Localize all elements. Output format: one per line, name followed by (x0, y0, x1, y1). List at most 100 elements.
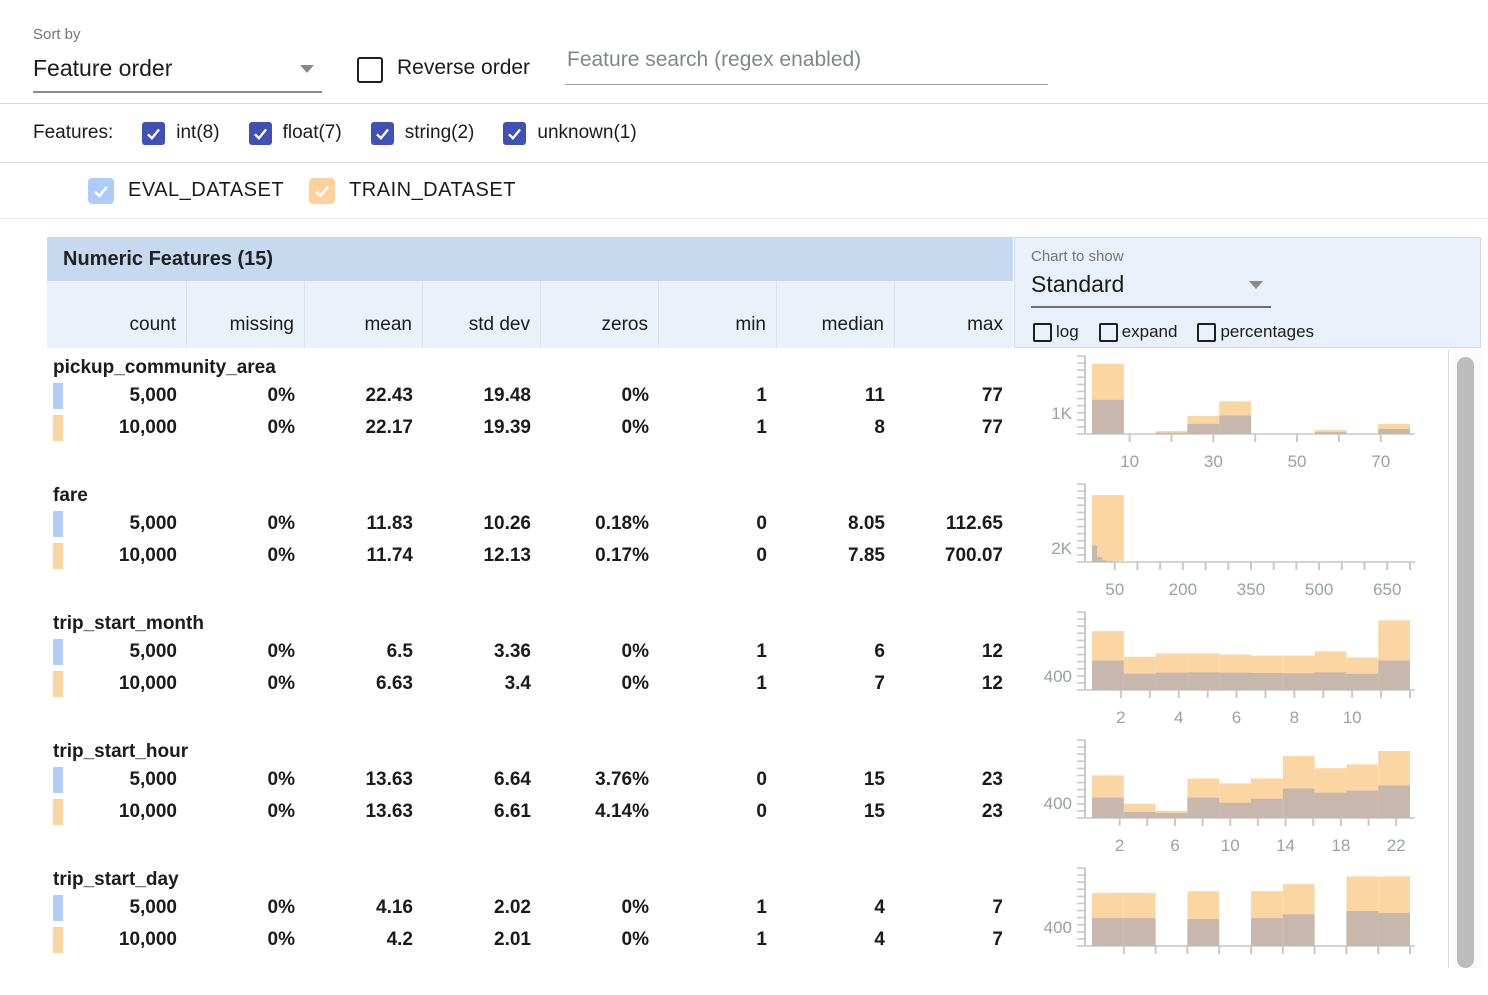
chart-option-expand[interactable]: expand (1095, 322, 1178, 342)
sort-by-dropdown[interactable]: Feature order (33, 55, 322, 93)
svg-text:400: 400 (1044, 794, 1072, 813)
histogram-trip_start_day[interactable]: 400 (1030, 866, 1440, 990)
chart-container[interactable]: 400 (1030, 866, 1440, 990)
stat-std-dev: 12.13 (423, 545, 541, 567)
type-filter-label: int(8) (176, 122, 219, 144)
stat-median: 11 (777, 385, 895, 407)
stat-std-dev: 2.01 (423, 929, 541, 951)
type-filter-checkbox[interactable] (371, 122, 394, 145)
stat-max: 700.07 (895, 545, 1013, 567)
stat-count: 10,000 (47, 801, 187, 823)
chart-option-label: percentages (1220, 322, 1314, 342)
chart-option-percentages[interactable]: percentages (1193, 322, 1314, 342)
dataset-toggle-train_dataset[interactable]: TRAIN_DATASET (309, 178, 516, 204)
column-header-median: median (777, 281, 895, 348)
column-header-missing: missing (187, 281, 305, 348)
stat-mean: 22.17 (305, 417, 423, 439)
dataset-swatch (53, 671, 63, 697)
feature-type-filter-bar: Features: int(8) float(7) string(2) unknown… (0, 104, 1488, 163)
feature-search-input[interactable] (565, 48, 1048, 85)
svg-text:22: 22 (1387, 836, 1406, 855)
stat-count: 10,000 (47, 545, 187, 567)
svg-text:10: 10 (1343, 708, 1362, 727)
chart-option-label: expand (1122, 322, 1178, 342)
column-header-std-dev: std dev (423, 281, 541, 348)
stat-median: 4 (777, 929, 895, 951)
stat-median: 15 (777, 801, 895, 823)
dataset-swatch (53, 383, 63, 409)
stat-std-dev: 3.36 (423, 641, 541, 663)
stat-missing: 0% (187, 673, 305, 695)
stat-median: 7 (777, 673, 895, 695)
stat-std-dev: 19.48 (423, 385, 541, 407)
dataset-swatch (53, 767, 63, 793)
stat-median: 15 (777, 769, 895, 791)
stat-zeros: 0.17% (541, 545, 659, 567)
stat-min: 1 (659, 641, 777, 663)
check-icon (144, 124, 163, 143)
features-label: Features: (33, 122, 113, 144)
reverse-order-checkbox[interactable] (357, 57, 383, 83)
dataset-legend-bar: EVAL_DATASET TRAIN_DATASET (0, 163, 1488, 219)
dataset-swatch (53, 927, 63, 953)
svg-text:10: 10 (1120, 452, 1139, 471)
chart-option-checkbox[interactable] (1099, 323, 1118, 342)
stat-max: 77 (895, 385, 1013, 407)
chart-controls-panel: Chart to show Standard log expand percenta… (1014, 237, 1481, 348)
chart-to-show-label: Chart to show (1031, 248, 1124, 265)
stat-missing: 0% (187, 897, 305, 919)
stat-mean: 11.74 (305, 545, 423, 567)
type-filter-unknown[interactable]: unknown(1) (503, 122, 636, 145)
type-filter-float[interactable]: float(7) (249, 122, 342, 145)
scrollbar-thumb[interactable] (1457, 357, 1474, 968)
type-filter-string[interactable]: string(2) (371, 122, 475, 145)
chart-option-checkbox[interactable] (1033, 323, 1052, 342)
chart-type-value: Standard (1031, 271, 1124, 298)
stat-min: 1 (659, 417, 777, 439)
chevron-down-icon (1249, 281, 1263, 289)
stat-zeros: 3.76% (541, 769, 659, 791)
sort-by-label: Sort by (33, 26, 81, 43)
dataset-checkbox[interactable] (309, 178, 335, 204)
stat-missing: 0% (187, 929, 305, 951)
stat-zeros: 0% (541, 385, 659, 407)
stat-mean: 11.83 (305, 513, 423, 535)
stat-median: 7.85 (777, 545, 895, 567)
column-header-mean: mean (305, 281, 423, 348)
stat-zeros: 0% (541, 897, 659, 919)
stat-median: 4 (777, 897, 895, 919)
stat-zeros: 0.18% (541, 513, 659, 535)
dataset-toggle-eval_dataset[interactable]: EVAL_DATASET (88, 178, 284, 204)
stat-min: 1 (659, 929, 777, 951)
svg-text:70: 70 (1371, 452, 1390, 471)
stat-count: 10,000 (47, 673, 187, 695)
chart-type-dropdown[interactable]: Standard (1031, 271, 1271, 308)
svg-text:50: 50 (1288, 452, 1307, 471)
dataset-swatch (53, 543, 63, 569)
chart-option-label: log (1056, 322, 1079, 342)
type-filter-int[interactable]: int(8) (142, 122, 219, 145)
type-filter-checkbox[interactable] (142, 122, 165, 145)
dataset-checkbox[interactable] (88, 178, 114, 204)
dataset-swatch (53, 799, 63, 825)
chart-option-log[interactable]: log (1029, 322, 1079, 342)
svg-text:1K: 1K (1051, 404, 1072, 423)
chart-option-checkbox[interactable] (1197, 323, 1216, 342)
type-filter-checkbox[interactable] (249, 122, 272, 145)
type-filter-checkbox[interactable] (503, 122, 526, 145)
stat-min: 0 (659, 801, 777, 823)
stat-min: 1 (659, 385, 777, 407)
stat-max: 77 (895, 417, 1013, 439)
stat-min: 0 (659, 545, 777, 567)
